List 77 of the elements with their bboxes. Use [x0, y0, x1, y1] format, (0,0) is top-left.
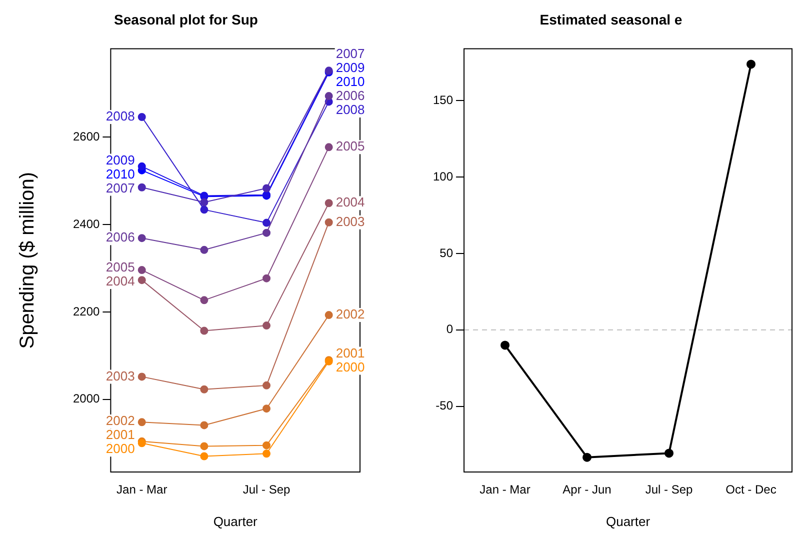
y-tick-label: 50: [440, 246, 454, 260]
point: [262, 381, 271, 390]
y-axis-title: Spending ($ million): [16, 172, 39, 349]
point: [324, 199, 333, 208]
point: [324, 92, 333, 100]
point: [262, 322, 271, 330]
point: [582, 452, 592, 462]
y-tick-label: 2600: [72, 129, 100, 144]
x-tick-label: Jan - Mar: [116, 482, 168, 497]
point: [138, 418, 146, 426]
point: [262, 184, 271, 192]
point: [138, 372, 146, 381]
y-tick-label: 2000: [72, 392, 100, 406]
text: 2009: [336, 60, 365, 76]
point: [200, 452, 208, 460]
point: [200, 326, 208, 335]
point: [262, 218, 271, 227]
point: [138, 276, 146, 284]
text: 2006: [106, 230, 135, 245]
point: [200, 246, 208, 254]
x-tick-label: Jan - Mar: [480, 482, 530, 497]
point: [324, 143, 333, 152]
text: 2002: [106, 413, 135, 428]
text: 2001: [106, 427, 135, 442]
x-tick-label: Jul - Sep: [645, 482, 694, 497]
series-label: 2000: [106, 441, 135, 456]
point: [262, 228, 271, 237]
y-tick-label: 0: [446, 322, 454, 336]
series-label: 2010: [336, 74, 365, 90]
y-tick-label: -50: [436, 398, 454, 413]
series-label: 2003: [106, 368, 135, 384]
series-label: 2004: [106, 274, 135, 289]
series-label: 2002: [336, 306, 365, 322]
text: 2000: [336, 359, 365, 374]
text: 2004: [336, 194, 365, 210]
point: [324, 311, 333, 320]
point: [138, 183, 146, 192]
series-label: 2005: [336, 138, 365, 154]
x-axis-title: Quarter: [213, 514, 258, 529]
series-label: 2001: [336, 345, 365, 360]
point: [500, 340, 510, 350]
series-label: 2009: [106, 152, 135, 168]
point: [262, 404, 271, 413]
text: 2008: [106, 108, 135, 124]
point: [200, 385, 208, 394]
text: 2005: [106, 260, 135, 275]
point: [324, 218, 333, 226]
point: [200, 296, 208, 304]
text: 2003: [336, 214, 365, 229]
point: [200, 198, 208, 206]
x-tick-label: Oct - Dec: [726, 482, 776, 497]
point: [138, 266, 146, 274]
point: [200, 442, 208, 450]
point: [200, 206, 208, 214]
y-tick-label: 150: [432, 93, 454, 108]
x-tick-label: Apr - Jun: [562, 482, 612, 497]
point: [138, 113, 146, 121]
x-tick-label: Jul - Sep: [242, 482, 291, 497]
text: 2007: [336, 46, 365, 62]
chart-title: Seasonal plot for Sup: [114, 11, 258, 28]
point: [664, 448, 674, 458]
x-axis-title: Quarter: [606, 514, 651, 529]
point: [262, 441, 271, 450]
point: [746, 60, 756, 69]
series-label: 2006: [336, 88, 365, 104]
series-label: 2008: [336, 102, 365, 118]
point: [138, 234, 146, 242]
point: [138, 162, 146, 170]
text: 2010: [106, 166, 135, 182]
chart-title: Estimated seasonal e: [540, 11, 682, 28]
y-tick-label: 2400: [72, 216, 100, 231]
y-tick-label: 2200: [72, 304, 100, 318]
point: [200, 421, 208, 430]
y-tick-label: 100: [432, 169, 454, 184]
point: [262, 274, 271, 282]
point: [262, 450, 271, 458]
series-label: 2007: [106, 180, 135, 196]
